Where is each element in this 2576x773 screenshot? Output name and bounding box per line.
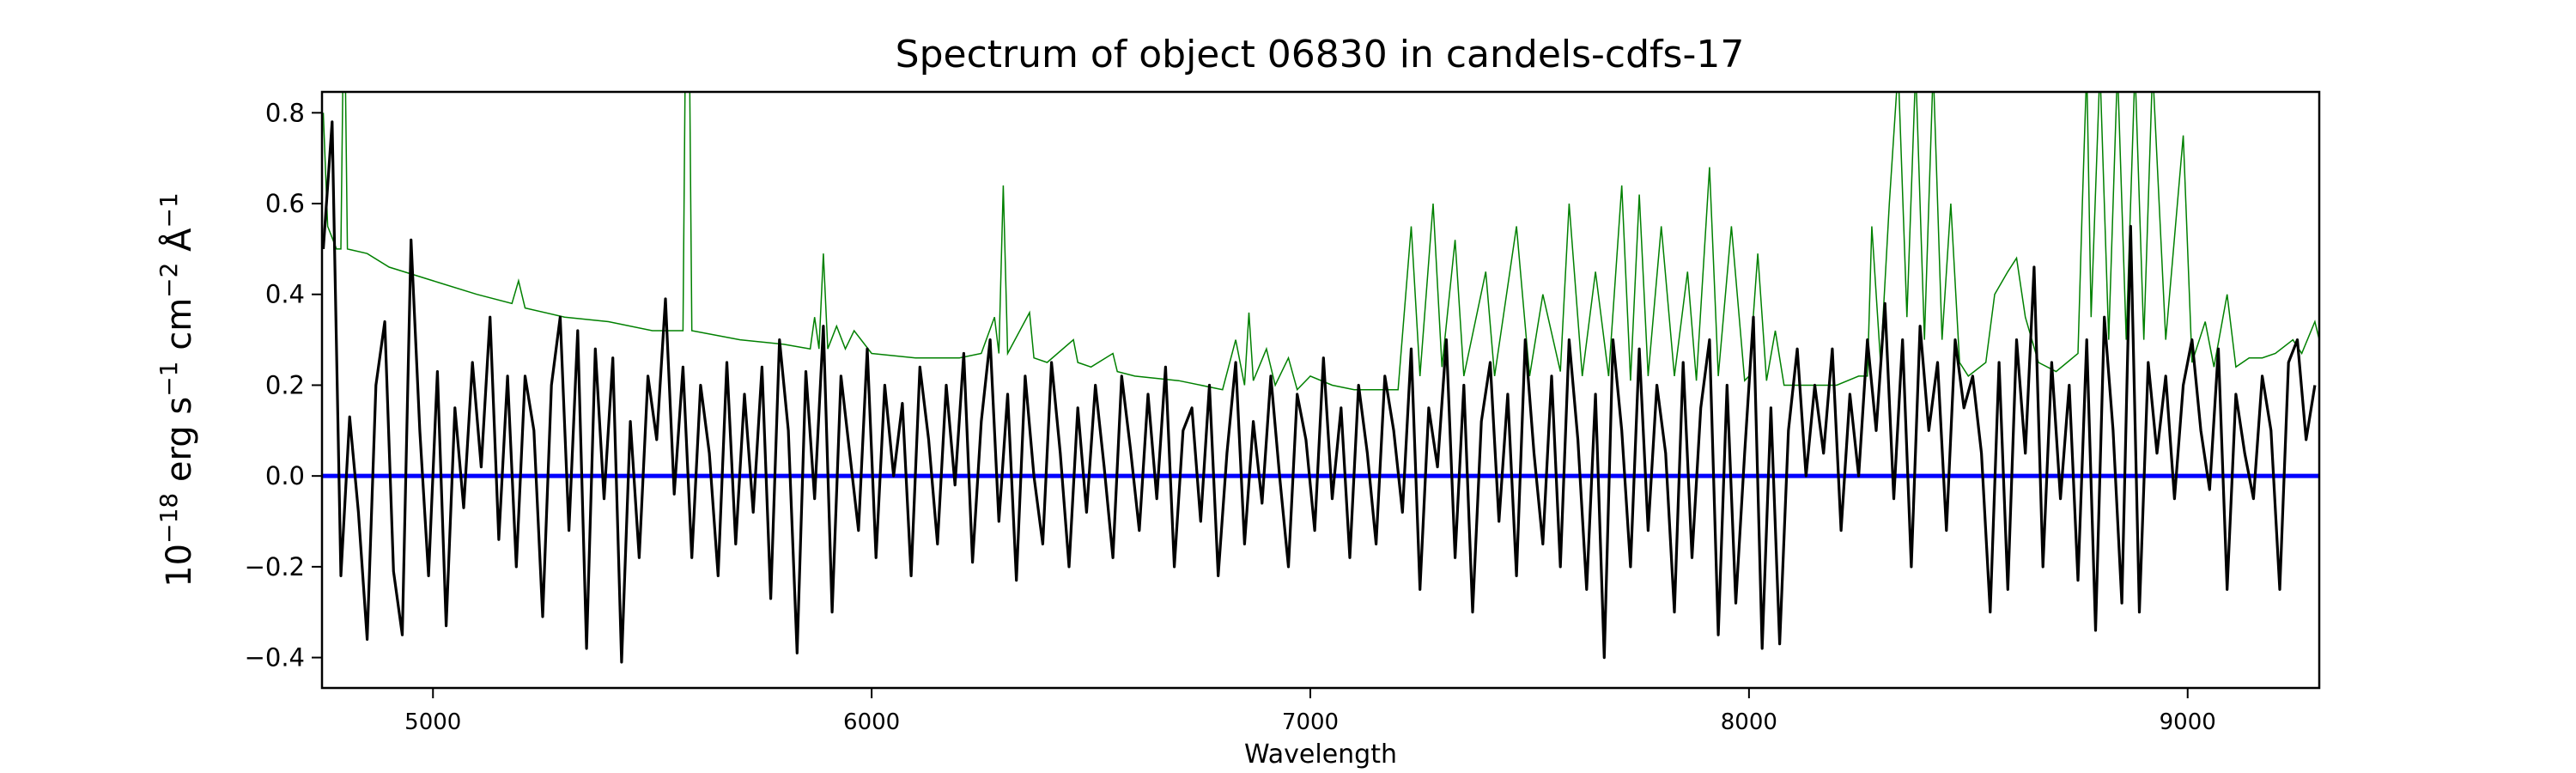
x-tick-label: 8000 [1721,709,1777,735]
error-spectrum-line [322,92,2319,392]
y-tick-label: 0.0 [265,461,305,490]
plot-frame [320,90,2321,690]
y-tick-label: 0.4 [265,280,305,309]
x-tick-label: 5000 [404,709,461,735]
y-tick-label: 0.2 [265,370,305,399]
y-tick-label: −0.2 [245,552,305,581]
y-tick-label: −0.4 [245,643,305,673]
x-tick-label: 7000 [1282,709,1339,735]
x-tick-label: 6000 [843,709,900,735]
x-axis-label: Wavelength [1244,740,1397,770]
y-axis-label: 10−18 erg s−1 cm−2 Å−1 [155,192,199,587]
y-tick-label: 0.6 [265,189,305,218]
flux-spectrum-line [322,120,2317,664]
chart-title: Spectrum of object 06830 in candels-cdfs… [896,33,1745,76]
y-tick-label: 0.8 [265,98,305,127]
x-tick-label: 9000 [2160,709,2216,735]
